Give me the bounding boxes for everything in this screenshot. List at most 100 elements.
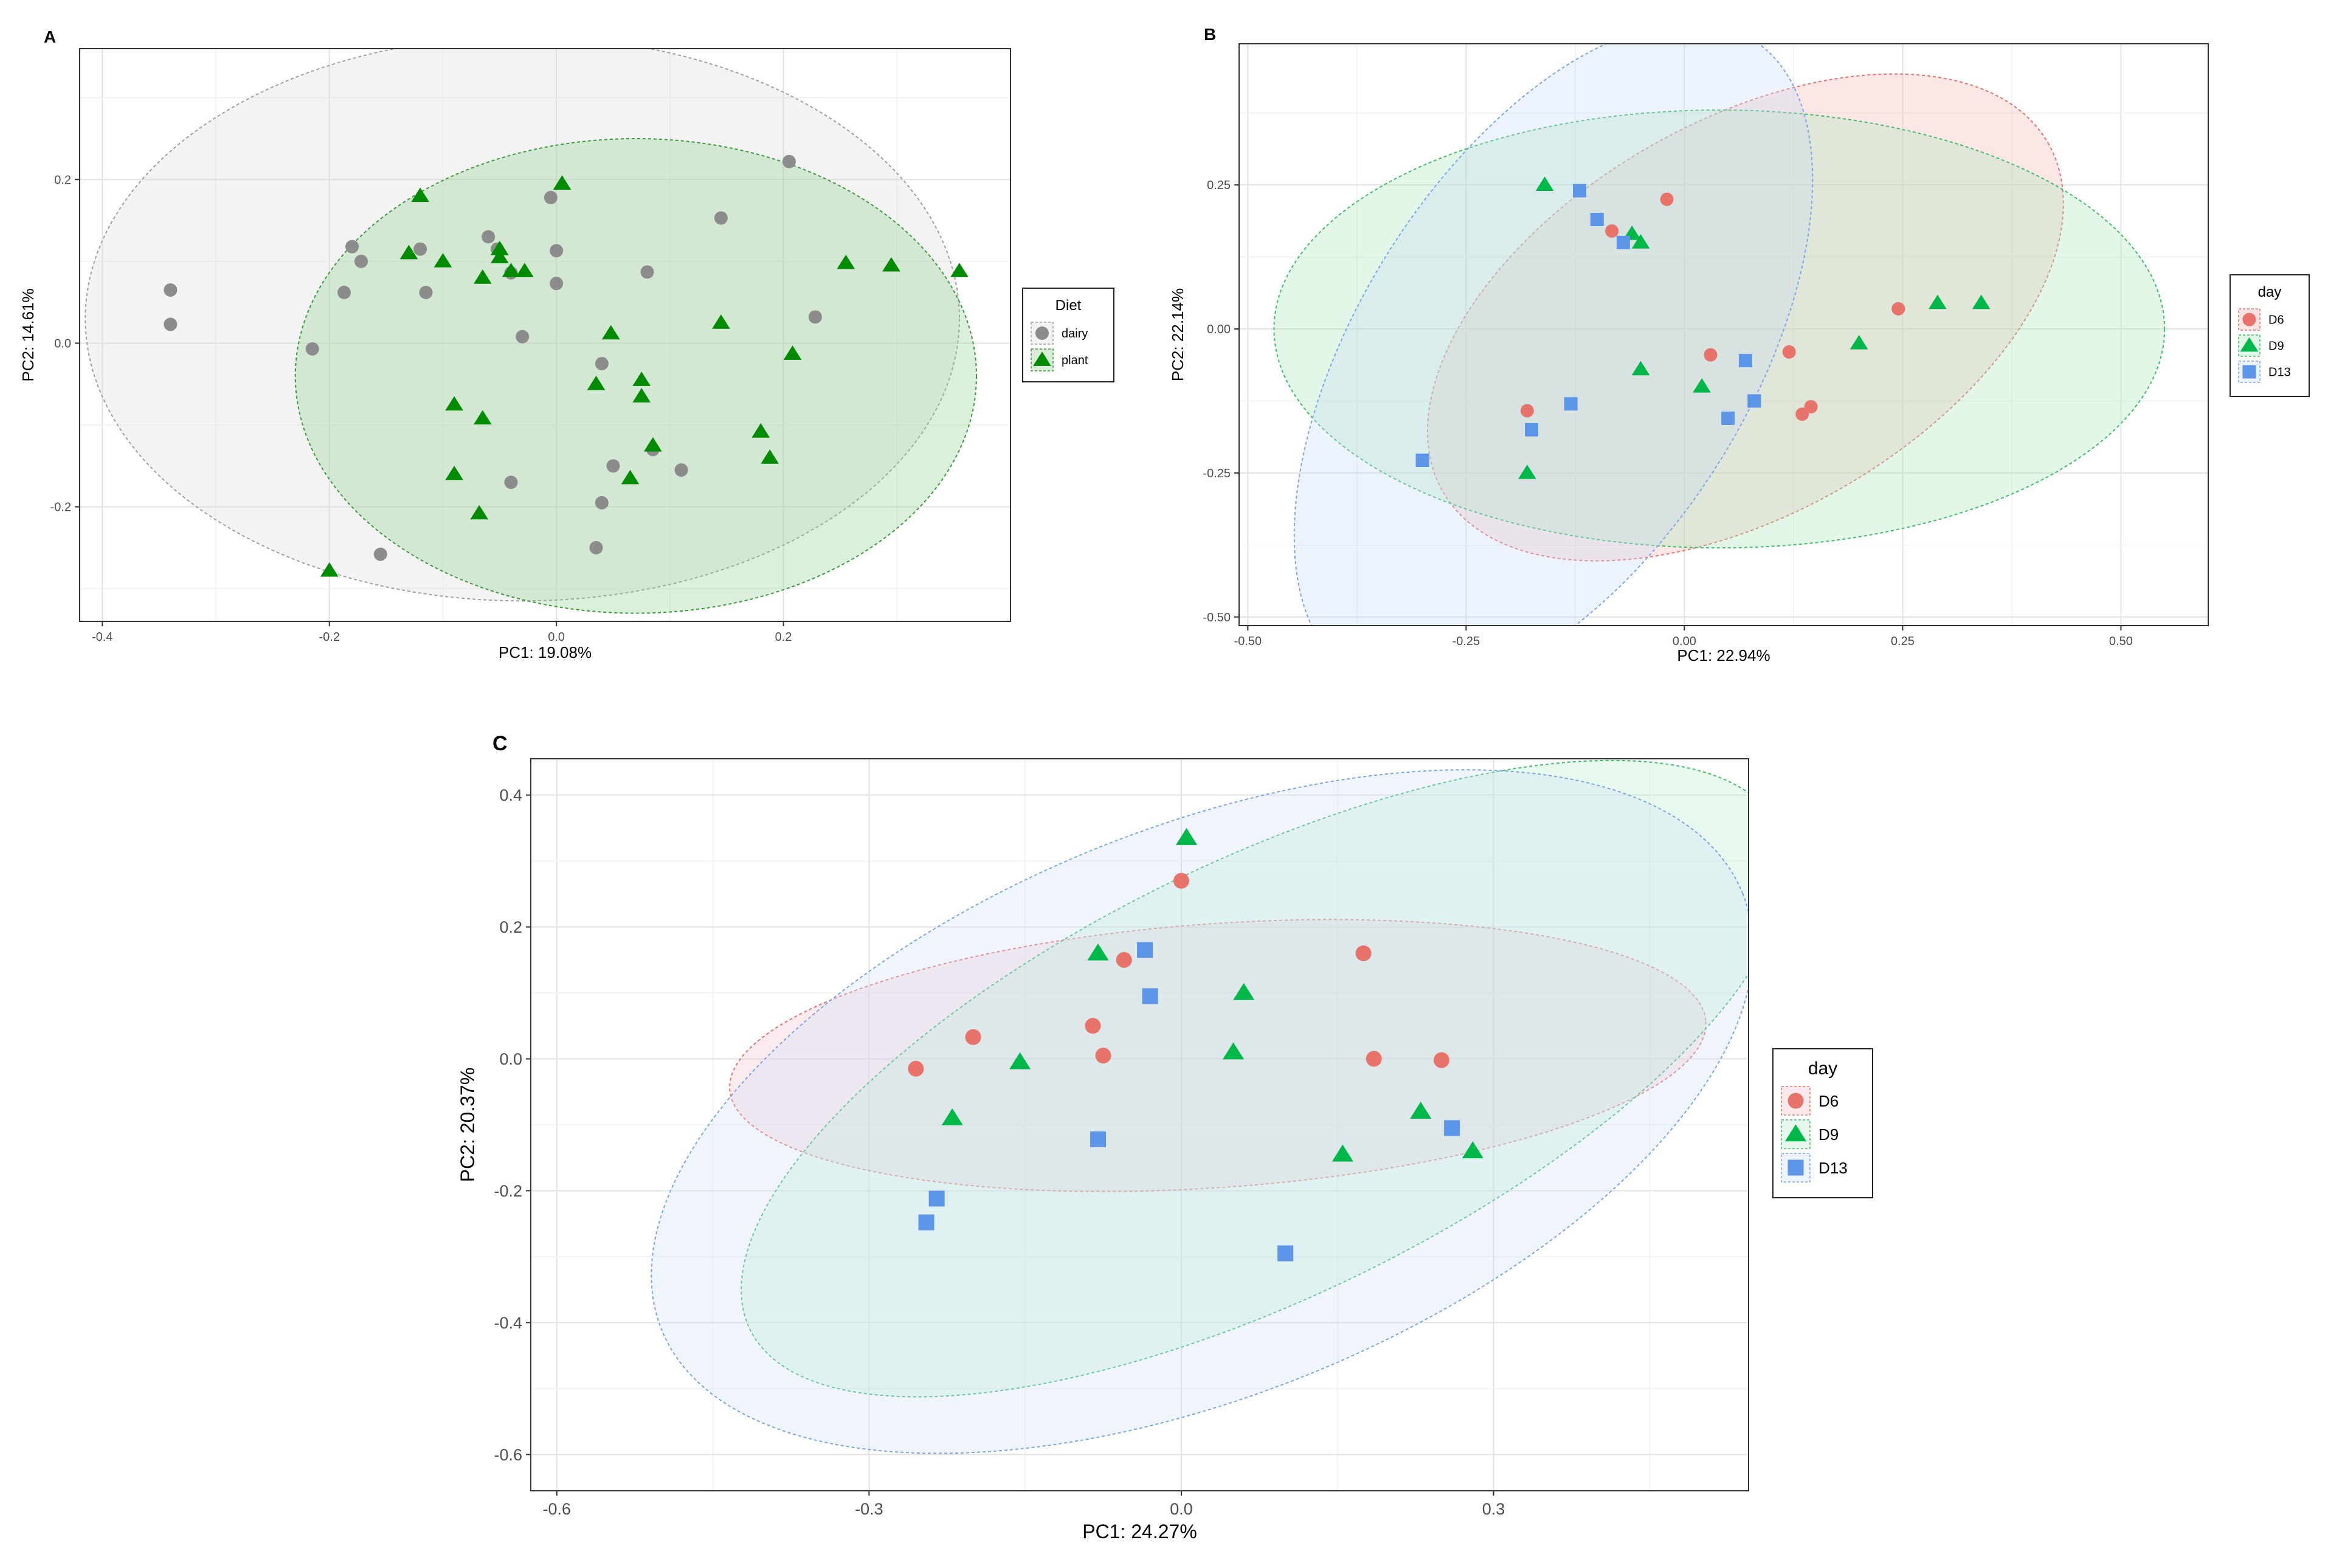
point-plant [632,388,651,402]
point-dairy [164,317,178,331]
legend-marker-d6 [2242,313,2256,326]
point-dairy [606,459,620,473]
y-tick-label: 0.25 [1207,179,1231,192]
y-tick-label: -0.4 [494,1314,522,1332]
point-d9 [1462,1141,1483,1159]
point-plant [490,240,509,255]
legend-marker-d9 [1784,1124,1807,1142]
point-dairy [305,342,319,356]
point-plant [553,175,572,190]
point-d6 [1891,302,1905,316]
legend: day D6 D9 D13 [2230,274,2310,397]
grid-lines [1239,44,2208,626]
point-dairy [482,230,496,244]
point-dairy [550,244,564,258]
point-plant [632,371,651,386]
point-d9 [1972,294,1991,309]
legend-label-d13: D13 [1819,1159,1848,1177]
panel-border [530,758,1749,1491]
point-d6 [1605,224,1619,238]
x-tick-label: 0.25 [1891,635,1915,648]
x-axis-label: PC1: 19.08% [499,643,592,661]
point-dairy [419,286,433,300]
ellipse-d6 [1427,73,2064,562]
point-plant [587,375,606,390]
point-dairy [164,283,178,297]
point-d6 [1804,399,1818,413]
point-d9 [1693,378,1711,393]
point-plant [433,253,452,268]
y-tick-label: 0.4 [499,786,522,804]
point-plant [470,505,489,520]
point-d13 [1277,1245,1294,1262]
point-dairy [714,211,728,225]
legend-label-d6: D6 [1819,1092,1839,1110]
x-tick-label: -0.3 [855,1500,883,1518]
legend-marker-d6 [1787,1093,1804,1109]
point-dairy [595,357,609,371]
point-d9 [1332,1144,1353,1162]
point-dairy [354,254,368,268]
point-plant [950,263,969,277]
y-tick-label: -0.2 [494,1182,522,1200]
plot-background [1239,44,2208,626]
legend-marker-d13 [2242,365,2256,379]
ellipse-d13 [1293,44,1814,626]
point-plant [761,449,779,464]
point-d6 [1782,345,1796,359]
y-axis-label: PC2: 14.61% [19,288,37,381]
panel-letter: B [1204,25,1216,44]
legend-label-d9: D9 [1819,1125,1839,1144]
x-tick-label: 0.00 [1673,635,1696,648]
x-tick-label: -0.6 [543,1500,572,1518]
point-dairy [640,265,654,279]
ellipse-dairy [85,49,960,602]
x-tick-label: -0.25 [1452,635,1480,648]
ellipse-d6 [729,919,1707,1192]
point-plant [751,423,770,438]
legend-title: day [1808,1059,1837,1079]
point-d9 [1631,234,1650,249]
point-d6 [965,1029,981,1045]
legend-marker-d9 [2240,337,2259,352]
data-points [908,827,1483,1262]
point-plant [473,410,492,425]
point-d6 [1355,945,1372,961]
y-tick-label: -0.50 [1203,611,1231,624]
x-tick-label: -0.2 [319,630,340,644]
legend: day D6 D9 D13 [1772,1048,1873,1198]
point-dairy [337,286,351,300]
x-tick-label: -0.4 [92,630,112,644]
y-axis-label: PC2: 22.14% [1169,288,1187,381]
x-tick-label: -0.50 [1234,635,1262,648]
point-plant [882,257,900,272]
point-plant [320,562,339,577]
point-plant [621,469,640,485]
axis-ticks: -0.6 -0.3 0.0 0.3 -0.6 -0.4 -0.2 0.0 0.2 0.4 [494,786,1505,1518]
point-d13 [1525,423,1539,437]
y-tick-label: -0.2 [50,501,71,514]
point-plant [411,187,429,202]
point-dairy [674,463,688,477]
point-d13 [1721,411,1735,425]
point-plant [712,314,730,329]
point-dairy [550,277,564,291]
legend-label-d13: D13 [2268,366,2291,379]
point-dairy [516,330,530,344]
point-d13 [1444,1120,1460,1136]
point-dairy [373,547,387,561]
x-tick-label: 0.2 [775,630,792,644]
point-d6 [1366,1051,1382,1067]
point-d6 [1433,1052,1449,1068]
point-d9 [1410,1102,1432,1119]
point-d6 [1795,407,1809,421]
point-d13 [918,1214,934,1231]
panel-letter: A [44,27,56,46]
point-plant [783,345,802,360]
x-tick-label: 0.3 [1482,1500,1505,1518]
legend-label-d9: D9 [2268,340,2284,353]
legend-marker-plant [1033,351,1051,366]
y-axis-label: PC2: 20.37% [457,1068,478,1183]
x-axis-label: PC1: 24.27% [1082,1521,1197,1542]
x-tick-label: 0.0 [548,630,565,644]
